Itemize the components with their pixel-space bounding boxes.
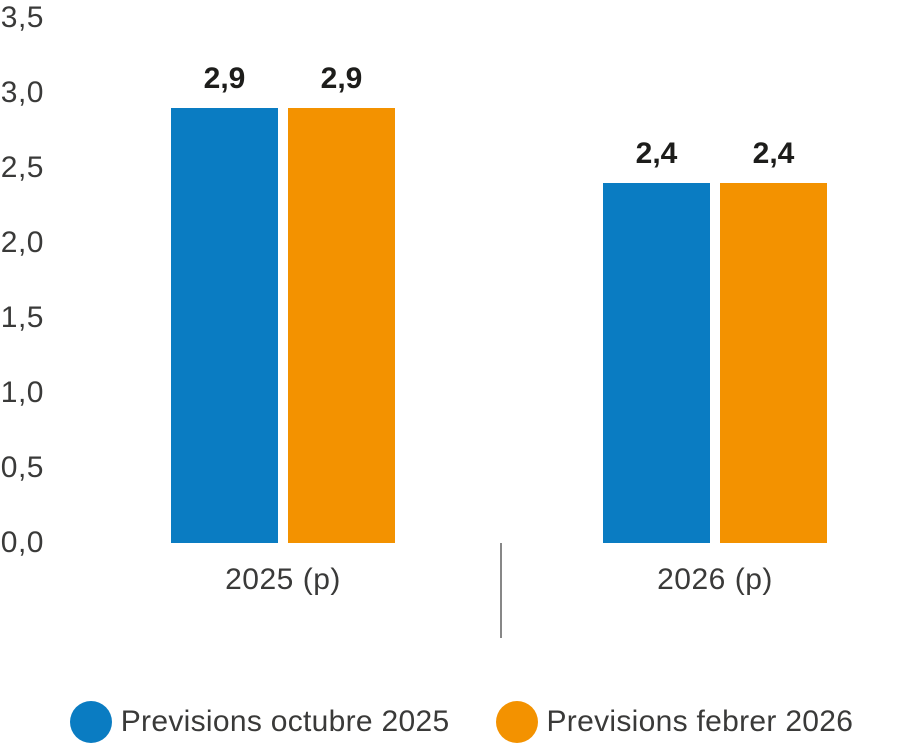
y-axis-tick-label: 1,0 — [0, 376, 44, 409]
legend-item: Previsions octubre 2025 — [69, 701, 450, 743]
y-axis-tick-label: 0,5 — [0, 451, 44, 484]
y-axis-tick-label: 3,0 — [0, 76, 44, 109]
legend: Previsions octubre 2025 Previsions febrer… — [0, 697, 923, 747]
y-axis-tick-label: 0,0 — [0, 526, 44, 559]
legend-label: Previsions octubre 2025 — [120, 705, 450, 738]
bar-value-label: 2,9 — [320, 62, 363, 95]
y-axis-tick-label: 2,5 — [0, 151, 44, 184]
bar-value-label: 2,4 — [752, 137, 795, 170]
y-axis-tick-label: 3,5 — [0, 1, 44, 34]
x-axis-category-label: 2026 (p) — [657, 563, 773, 596]
bar-value-label: 2,4 — [635, 137, 678, 170]
legend-label: Previsions febrer 2026 — [546, 705, 854, 738]
legend-swatch-circle — [495, 701, 538, 743]
bar-blue-1 — [603, 183, 710, 543]
bar-orange-0 — [288, 108, 395, 543]
group-divider-line — [500, 543, 502, 638]
x-axis-category-label: 2025 (p) — [225, 563, 341, 596]
y-axis-tick-label: 1,5 — [0, 301, 44, 334]
bar-blue-0 — [171, 108, 278, 543]
legend-item: Previsions febrer 2026 — [495, 701, 854, 743]
y-axis-tick-label: 2,0 — [0, 226, 44, 259]
legend-swatch-circle — [69, 701, 112, 743]
bar-orange-1 — [720, 183, 827, 543]
bar-value-label: 2,9 — [203, 62, 246, 95]
